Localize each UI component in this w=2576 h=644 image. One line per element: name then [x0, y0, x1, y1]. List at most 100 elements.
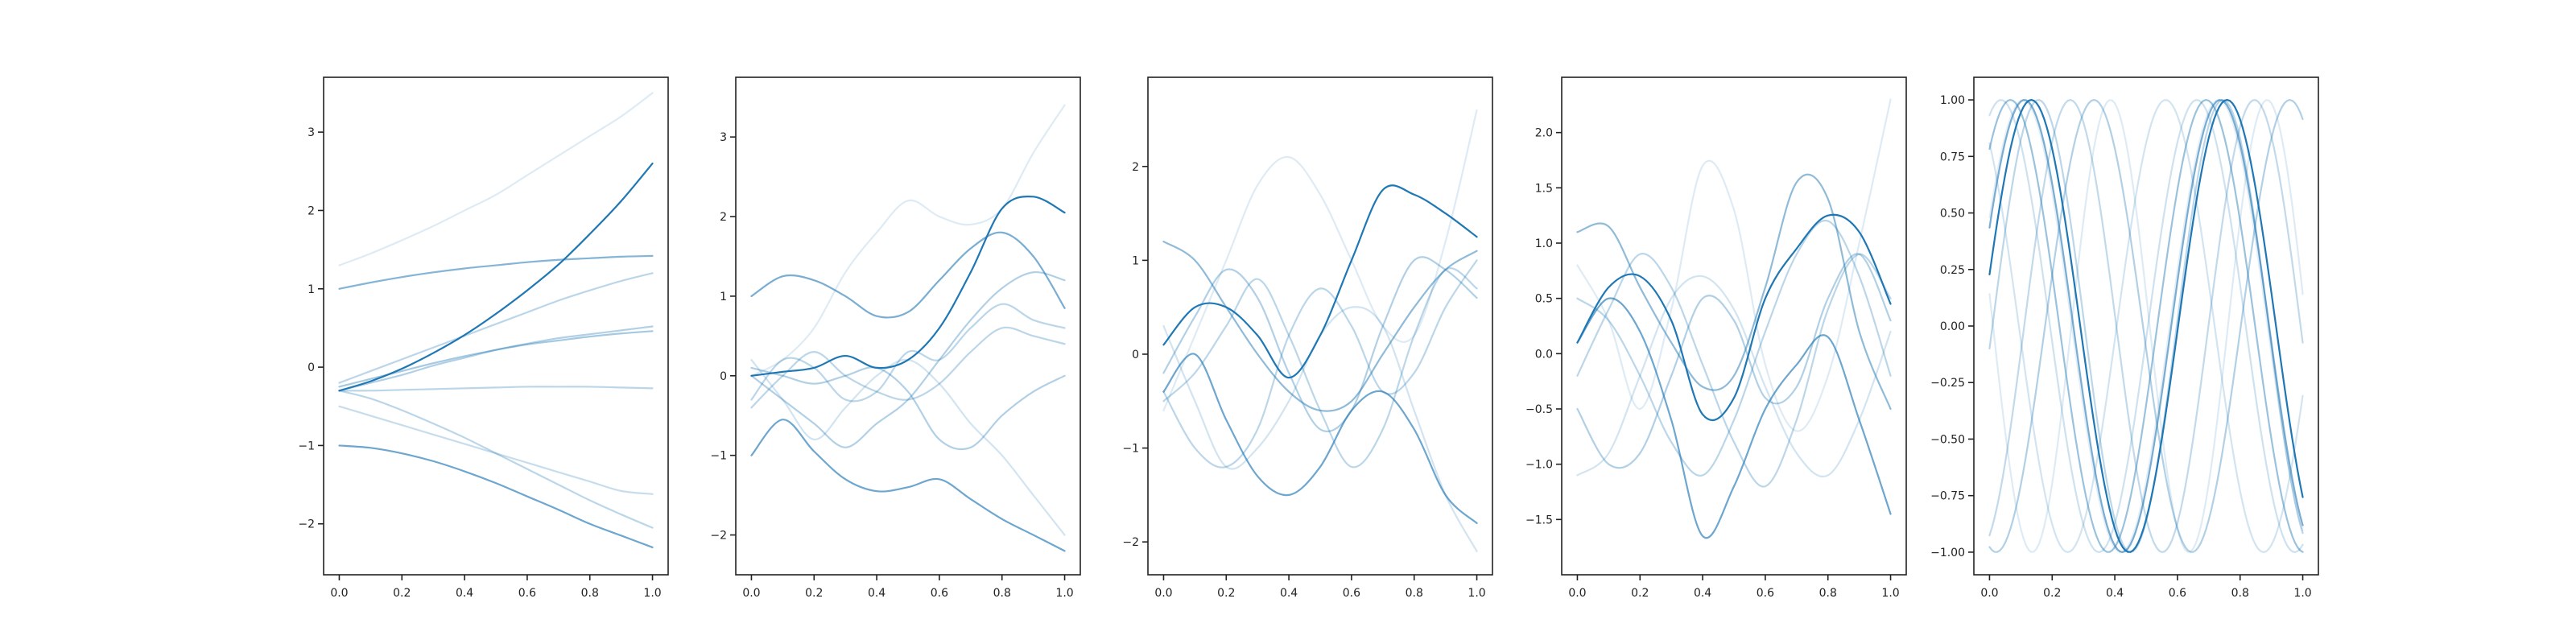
y-tick-label: 3 [308, 126, 315, 139]
series-line [750, 231, 1066, 319]
axes-frame [735, 76, 1081, 576]
x-tick-label: 0.4 [868, 587, 886, 600]
y-tick-label: −1.00 [1930, 547, 1965, 559]
series-line [338, 444, 654, 549]
series-line [750, 104, 1066, 377]
y-tick-label: 0 [308, 361, 315, 374]
y-tick-label: 1.00 [1940, 94, 1965, 107]
y-tick-label: −1 [298, 440, 315, 452]
y-tick-label: 1 [308, 283, 315, 296]
y-tick-label: −1 [710, 450, 727, 463]
x-tick-label: 0.4 [1280, 587, 1298, 600]
series-group [1988, 98, 2304, 554]
chart-panel-2: 0.0 0.2 0.4 0.6 0.8 1.0 −2 −1 0 1 2 3 [710, 76, 1081, 600]
x-tick-label: 0.2 [1631, 587, 1649, 600]
series-line [1576, 275, 1892, 478]
x-tick-label: 0.8 [2231, 587, 2249, 600]
y-tick-label: −1.5 [1525, 514, 1553, 526]
x-tick-label: 1.0 [1881, 587, 1899, 600]
x-tick-label: 0.6 [931, 587, 948, 600]
x-tick-label: 0.8 [1819, 587, 1837, 600]
y-tick-label: 3 [720, 131, 727, 144]
series-line [338, 386, 654, 392]
x-tick-label: 0.8 [581, 587, 599, 600]
series-line [1988, 98, 2304, 553]
series-line [338, 254, 654, 290]
series-line [1162, 259, 1478, 469]
y-tick-label: 2 [308, 204, 315, 217]
y-tick-label: 0.25 [1940, 264, 1965, 277]
y-tick-label: 0.5 [1535, 293, 1553, 306]
y-tick-label: 1.5 [1535, 182, 1553, 195]
y-tick-label: 0.0 [1535, 348, 1553, 361]
y-tick-label: −0.75 [1930, 490, 1965, 503]
x-tick-label: 0.4 [456, 587, 473, 600]
x-tick-label: 0.4 [1694, 587, 1711, 600]
series-line [1162, 240, 1478, 412]
series-group [1162, 109, 1478, 552]
y-tick-label: 1.0 [1535, 237, 1553, 250]
x-tick-label: 1.0 [2293, 587, 2311, 600]
x-tick-label: 0.6 [1757, 587, 1774, 600]
series-group [750, 104, 1066, 552]
series-line [750, 195, 1066, 377]
series-line [750, 271, 1066, 448]
series-line [1576, 98, 1892, 432]
series-group [338, 92, 654, 549]
series-line [750, 419, 1066, 552]
x-tick-label: 0.4 [2106, 587, 2124, 600]
y-tick-label: 0 [720, 370, 727, 383]
y-tick-label: 1 [720, 291, 727, 303]
series-group [1576, 98, 1892, 539]
series-line [1162, 353, 1478, 524]
series-line [1988, 99, 2304, 554]
chart-panel-5: 0.0 0.2 0.4 0.6 0.8 1.0 −1.00 −0.75 −0.50 −0.25 0.… [1930, 76, 2319, 600]
x-tick-label: 0.0 [1154, 587, 1172, 600]
y-tick-label: 0 [1132, 349, 1139, 361]
x-tick-label: 0.8 [1406, 587, 1423, 600]
y-tick-label: 2.0 [1535, 127, 1553, 140]
x-tick-label: 0.0 [1568, 587, 1586, 600]
x-tick-label: 0.2 [2043, 587, 2061, 600]
chart-panel-3: 0.0 0.2 0.4 0.6 0.8 1.0 −2 −1 0 1 2 [1122, 76, 1493, 600]
series-line [1988, 99, 2304, 553]
series-line [338, 92, 654, 266]
chart-panels: 0.0 0.2 0.4 0.6 0.8 1.0 −2 −1 0 1 2 3 0.0 0.2 0.4 0.6 0.… [298, 76, 2319, 600]
series-line [338, 390, 654, 529]
x-tick-label: 0.6 [1343, 587, 1360, 600]
x-tick-label: 0.6 [2169, 587, 2186, 600]
series-line [1576, 213, 1892, 422]
x-tick-label: 0.6 [518, 587, 536, 600]
x-tick-label: 1.0 [1468, 587, 1485, 600]
y-tick-label: −0.25 [1930, 377, 1965, 390]
y-tick-label: 2 [1132, 161, 1139, 174]
axes-frame [1561, 76, 1907, 576]
series-line [1576, 297, 1892, 539]
y-tick-label: 1 [1132, 254, 1139, 267]
y-tick-label: −2 [1122, 536, 1139, 549]
x-tick-label: 1.0 [1055, 587, 1073, 600]
y-tick-label: 0.00 [1940, 320, 1965, 333]
series-line [1988, 99, 2304, 553]
series-line [1576, 219, 1892, 477]
y-tick-label: 2 [720, 211, 727, 224]
y-tick-label: −0.5 [1525, 403, 1553, 416]
chart-panel-1: 0.0 0.2 0.4 0.6 0.8 1.0 −2 −1 0 1 2 3 [298, 76, 669, 600]
axes-frame [1147, 76, 1493, 576]
series-line [1988, 99, 2304, 553]
series-line [1162, 109, 1478, 412]
series-line [750, 303, 1066, 402]
series-line [750, 366, 1066, 451]
series-line [1162, 184, 1478, 379]
series-line [1162, 256, 1478, 432]
series-line [1576, 253, 1892, 469]
y-tick-label: −2 [298, 518, 315, 531]
series-line [750, 326, 1066, 409]
y-tick-label: −1 [1122, 443, 1139, 456]
series-line [1576, 253, 1892, 488]
series-line [338, 272, 654, 384]
axes-frame [323, 76, 669, 576]
y-tick-label: 0.75 [1940, 151, 1965, 163]
